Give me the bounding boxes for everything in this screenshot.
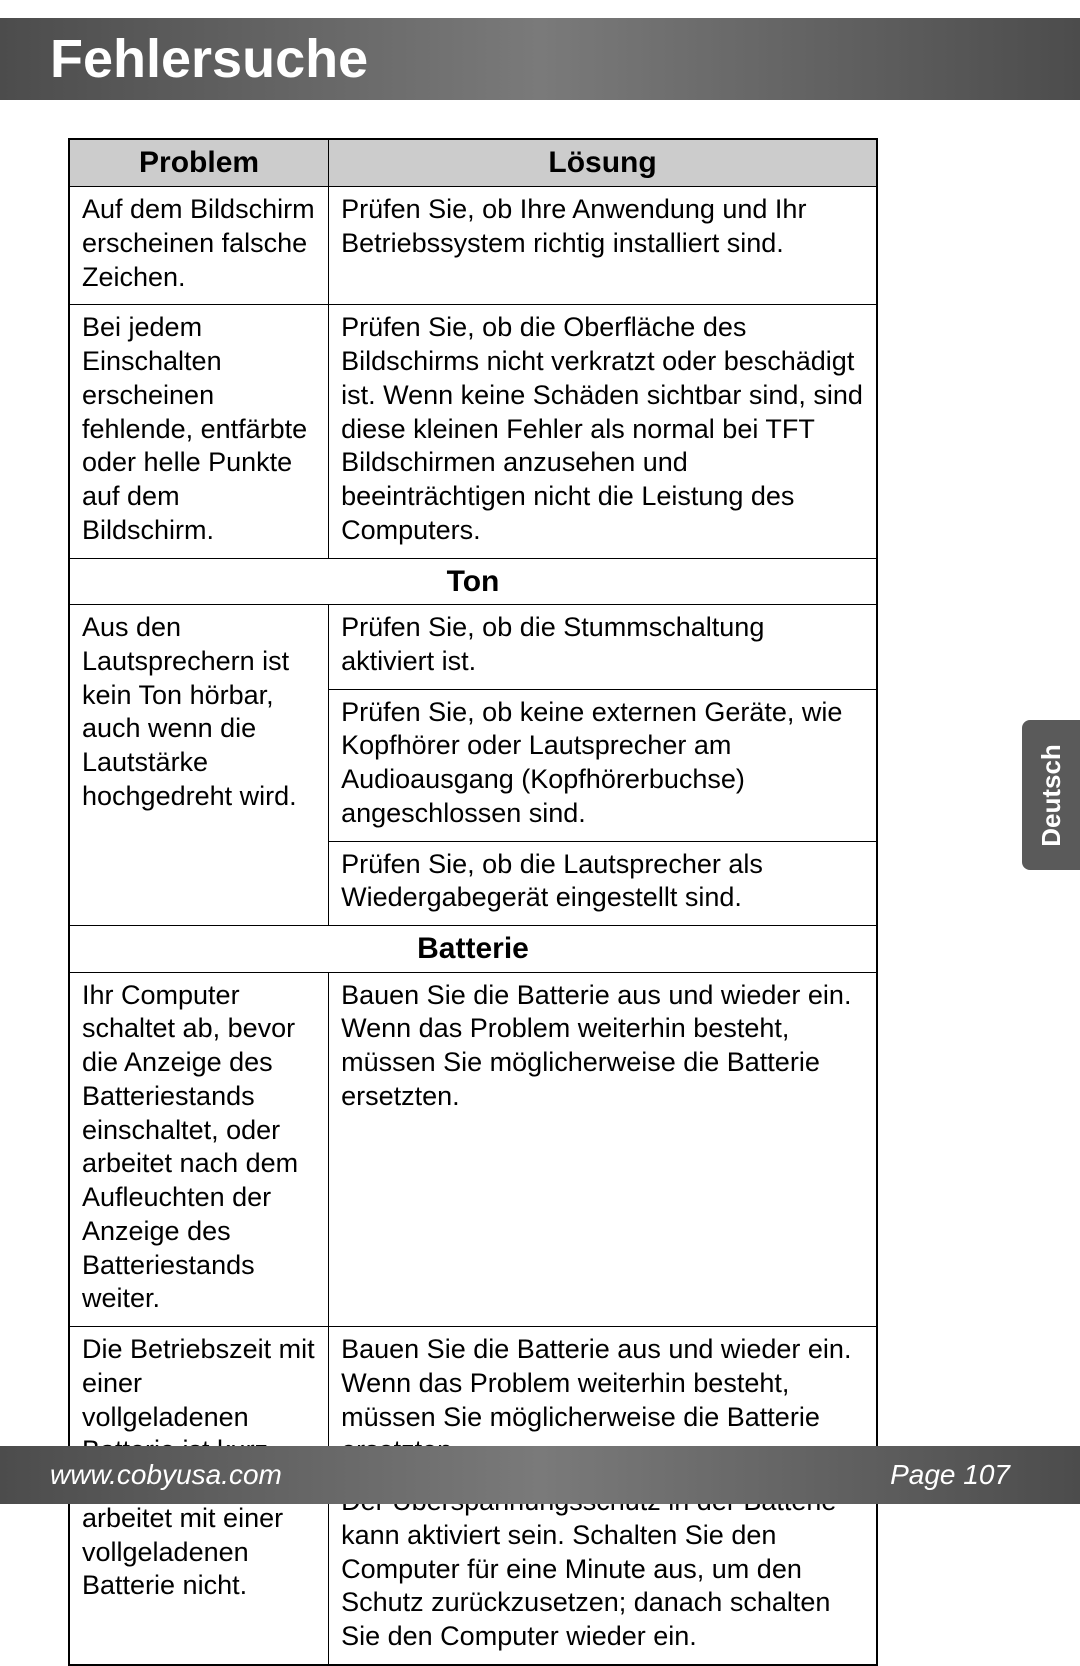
header-bar: Fehlersuche [0, 18, 1080, 100]
cell-solution: Der Überspannungsschutz in der Batterie … [329, 1479, 877, 1665]
cell-solution: Prüfen Sie, ob die Oberfläche des Bildsc… [329, 305, 877, 558]
footer-page-number: Page 107 [890, 1459, 1010, 1491]
table-row: Auf dem Bildschirm er­scheinen falsche Z… [69, 187, 877, 305]
troubleshooting-table: Problem Lösung Auf dem Bildschirm er­sch… [68, 138, 878, 1666]
content-area: Problem Lösung Auf dem Bildschirm er­sch… [68, 138, 878, 1666]
cell-solution: Prüfen Sie, ob die Stummschaltung aktivi… [329, 605, 877, 690]
table-row: Ihr Computer schaltet ab, bevor die Anze… [69, 972, 877, 1327]
col-header-solution: Lösung [329, 139, 877, 187]
footer-bar: www.cobyusa.com Page 107 [0, 1446, 1080, 1504]
cell-problem: Bei jedem Einschalten erscheinen fehlend… [69, 305, 329, 558]
footer-url: www.cobyusa.com [50, 1459, 282, 1491]
section-row-batterie: Batterie [69, 926, 877, 973]
language-tab: Deutsch [1022, 720, 1080, 870]
cell-problem: Aus den Lautsprechern ist kein Ton hörba… [69, 605, 329, 926]
table-row: Aus den Lautsprechern ist kein Ton hörba… [69, 605, 877, 690]
table-row: Bei jedem Einschalten erscheinen fehlend… [69, 305, 877, 558]
cell-solution: Prüfen Sie, ob keine externen Geräte, wi… [329, 689, 877, 841]
language-tab-label: Deutsch [1036, 744, 1067, 847]
cell-solution: Prüfen Sie, ob Ihre Anwendung und Ihr Be… [329, 187, 877, 305]
cell-solution: Bauen Sie die Batterie aus und wieder ei… [329, 972, 877, 1327]
section-header-batterie: Batterie [69, 926, 877, 973]
cell-solution: Prüfen Sie, ob die Lautsprecher als Wied… [329, 841, 877, 926]
page-title: Fehlersuche [50, 28, 368, 90]
table-header-row: Problem Lösung [69, 139, 877, 187]
cell-problem: Ihr Computer schaltet ab, bevor die Anze… [69, 972, 329, 1327]
section-header-ton: Ton [69, 558, 877, 605]
section-row-ton: Ton [69, 558, 877, 605]
cell-problem: Auf dem Bildschirm er­scheinen falsche Z… [69, 187, 329, 305]
col-header-problem: Problem [69, 139, 329, 187]
